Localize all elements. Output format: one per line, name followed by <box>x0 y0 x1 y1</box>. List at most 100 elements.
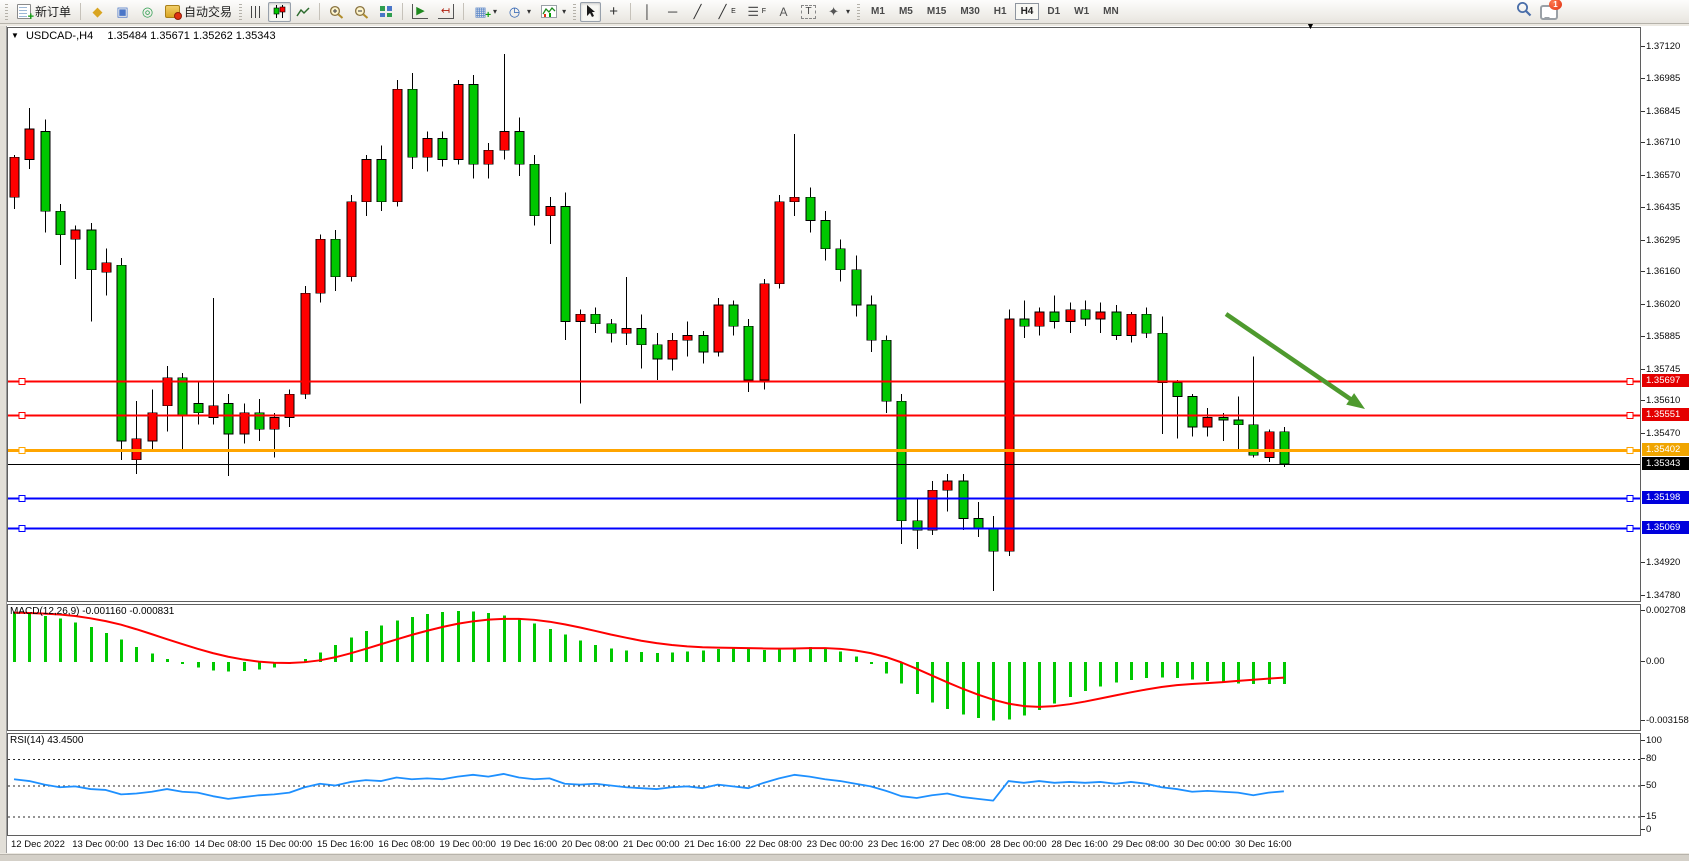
price-axis-label: 1.34920 <box>1640 557 1681 568</box>
chart-shift-button[interactable]: ↤ <box>433 2 459 22</box>
fibonacci-button[interactable]: ☰ F <box>741 2 771 22</box>
notifications-chat-button[interactable]: 1 <box>1540 0 1562 20</box>
line-anchor-handle[interactable] <box>1626 494 1634 503</box>
new-order-label: 新订单 <box>35 5 72 19</box>
tile-windows-button[interactable] <box>374 2 398 22</box>
search-icon[interactable] <box>1516 1 1532 17</box>
fibonacci-icon-letter: F <box>761 8 767 15</box>
timeframe-m30-button[interactable]: M30 <box>954 3 985 20</box>
tile-windows-icon <box>380 6 393 17</box>
zoom-in-button[interactable] <box>324 2 349 22</box>
trend-arrow[interactable] <box>1224 312 1365 409</box>
rsi-axis-label: 100 <box>1641 735 1662 746</box>
macd-axis-label: -0.003158 <box>1641 715 1689 727</box>
timeframe-h4-button[interactable]: H4 <box>1014 3 1040 20</box>
window-icon: ▣ <box>116 3 129 19</box>
chevron-down-icon: ▾ <box>846 7 851 16</box>
main-price-pane[interactable] <box>7 27 1641 602</box>
price-axis-label: 1.35610 <box>1640 395 1681 407</box>
new-chart-button[interactable]: ▦ ▾ <box>468 2 502 23</box>
price-axis-label: 1.36845 <box>1640 105 1681 117</box>
timeframe-d1-button[interactable]: D1 <box>1041 3 1066 20</box>
toolbar-separator <box>630 3 632 20</box>
line-anchor-handle[interactable] <box>1626 377 1634 386</box>
ohlc-values: 1.35484 1.35671 1.35262 1.35343 <box>107 30 276 42</box>
price-axis-label: 1.35745 <box>1640 363 1681 375</box>
toolbar-grip[interactable] <box>857 3 861 20</box>
toolbar-grip[interactable] <box>239 3 243 20</box>
timeframe-m15-button[interactable]: M15 <box>921 3 952 20</box>
rsi-axis-label: 50 <box>1641 779 1657 791</box>
timeframe-h1-button[interactable]: H1 <box>988 3 1013 20</box>
time-axis[interactable]: 12 Dec 2022 13 Dec 00:00 13 Dec 16:00 14 De… <box>7 838 1641 853</box>
price-axis-label: 1.37120 <box>1640 41 1681 52</box>
candlestick-icon <box>273 5 286 18</box>
line-anchor-handle[interactable] <box>1626 446 1634 455</box>
line-anchor-handle[interactable] <box>18 524 26 533</box>
signals-icon: ◎ <box>141 3 154 19</box>
price-axis-label: 1.35885 <box>1640 330 1681 342</box>
macd-pane[interactable] <box>7 604 1641 731</box>
signals-button[interactable]: ◎ <box>135 2 160 22</box>
auto-scroll-icon: ▶ <box>412 4 429 19</box>
line-anchor-handle[interactable] <box>18 494 26 503</box>
line-anchor-handle[interactable] <box>18 411 26 420</box>
price-badge: 1.35343 <box>1642 456 1689 470</box>
horizontal-line-button[interactable]: ─ <box>660 2 685 22</box>
horizontal-line-icon: ─ <box>667 3 678 19</box>
timeframe-mn-button[interactable]: MN <box>1097 3 1125 20</box>
time-axis-label: 14 Dec 08:00 <box>194 839 252 850</box>
price-badge: 1.35697 <box>1642 373 1689 387</box>
trendline-button[interactable]: ╱ <box>685 2 710 22</box>
chart-menu-arrow-icon[interactable]: ▼ <box>11 31 19 40</box>
price-axis-label: 1.34780 <box>1640 589 1681 601</box>
timeframe-m1-button[interactable]: M1 <box>865 3 891 20</box>
window-button[interactable]: ▣ <box>110 2 135 22</box>
vertical-line-icon: │ <box>643 3 652 19</box>
line-chart-icon <box>296 6 310 16</box>
chart-window[interactable] <box>0 26 1689 853</box>
cursor-button[interactable] <box>580 1 602 22</box>
gold-button[interactable]: ◆ <box>85 2 110 22</box>
chart-shift-icon: ↤ <box>438 4 455 19</box>
zoom-out-icon <box>354 5 369 19</box>
shapes-icon: ✦ <box>828 3 839 19</box>
vertical-line-button[interactable]: │ <box>635 2 660 22</box>
crosshair-button[interactable]: + <box>601 2 626 22</box>
indicators-icon <box>541 5 558 18</box>
channel-icon-letter: E <box>731 8 736 15</box>
arrows-shapes-button[interactable]: ✦ ▾ <box>821 2 855 22</box>
auto-scroll-button[interactable]: ▶ <box>407 2 433 22</box>
line-chart-button[interactable] <box>291 2 315 22</box>
profiles-button[interactable]: ◷ ▾ <box>502 2 536 22</box>
rsi-pane[interactable] <box>7 733 1641 836</box>
indicators-button[interactable]: ▾ <box>536 2 571 22</box>
toolbar-grip[interactable] <box>573 3 577 20</box>
clock-icon: ◷ <box>508 3 521 19</box>
price-axis-label: 1.36570 <box>1640 170 1681 181</box>
toolbar-grip[interactable] <box>5 3 8 20</box>
autotrading-button[interactable]: 自动交易 <box>160 2 237 22</box>
chevron-down-icon: ▾ <box>562 7 567 16</box>
price-axis-label: 1.36020 <box>1640 299 1681 310</box>
line-anchor-handle[interactable] <box>18 377 26 386</box>
text-button[interactable]: A <box>771 2 796 22</box>
chart-title: ▼ USDCAD-,H4 1.35484 1.35671 1.35262 1.3… <box>11 30 276 42</box>
text-label-button[interactable]: T <box>796 2 821 22</box>
equidistant-channel-button[interactable]: ╱ E <box>710 2 741 22</box>
cursor-icon <box>587 5 596 17</box>
line-anchor-handle[interactable] <box>1626 411 1634 420</box>
timeframe-m5-button[interactable]: M5 <box>893 3 919 20</box>
zoom-out-button[interactable] <box>349 2 374 22</box>
bar-chart-button[interactable] <box>246 2 268 22</box>
line-anchor-handle[interactable] <box>18 446 26 455</box>
price-axis-label: 1.36295 <box>1640 234 1681 246</box>
timeframe-w1-button[interactable]: W1 <box>1068 3 1095 20</box>
line-anchor-handle[interactable] <box>1626 524 1634 533</box>
candlestick-chart-button[interactable] <box>268 1 292 22</box>
new-order-button[interactable]: 新订单 <box>12 2 76 23</box>
time-axis-label: 19 Dec 00:00 <box>439 839 496 850</box>
price-axis-label: 1.36160 <box>1640 266 1681 278</box>
macd-indicator-label: MACD(12,26,9) -0.001160 -0.000831 <box>10 606 175 617</box>
text-label-icon: T <box>801 4 817 19</box>
